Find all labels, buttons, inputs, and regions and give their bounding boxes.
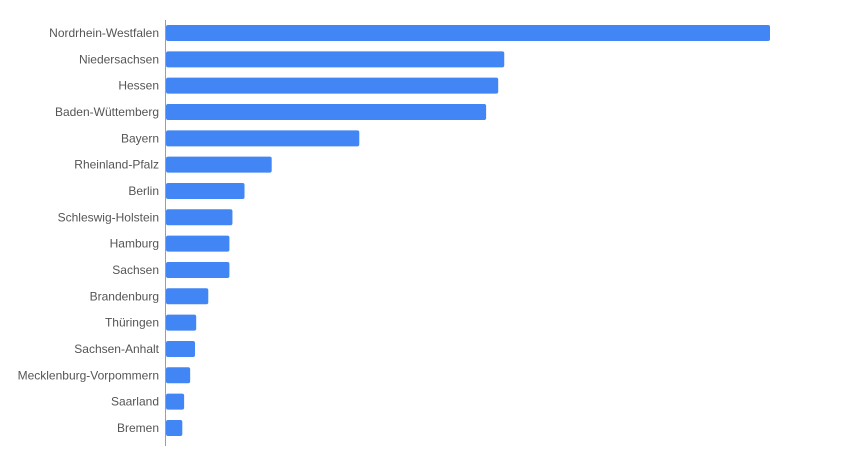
bar-12 xyxy=(166,340,195,357)
bar-7 xyxy=(166,209,233,226)
category-label-11: Thüringen xyxy=(105,316,159,330)
category-label-12: Sachsen-Anhalt xyxy=(74,342,159,356)
bar-9 xyxy=(166,261,230,278)
bar-11 xyxy=(166,314,197,331)
category-label-2: Hessen xyxy=(118,79,159,93)
bar-6 xyxy=(166,182,245,199)
category-label-0: Nordrhein-Westfalen xyxy=(49,26,159,40)
category-label-14: Saarland xyxy=(111,395,159,409)
bar-8 xyxy=(166,235,230,252)
category-label-15: Bremen xyxy=(117,421,159,435)
bar-2 xyxy=(166,77,499,94)
category-label-4: Bayern xyxy=(121,131,159,145)
bar-13 xyxy=(166,367,191,384)
category-label-5: Rheinland-Pfalz xyxy=(74,158,159,172)
category-label-1: Niedersachsen xyxy=(79,52,159,66)
bars-group xyxy=(166,25,770,436)
bar-10 xyxy=(166,288,209,305)
category-label-9: Sachsen xyxy=(112,263,159,277)
category-label-6: Berlin xyxy=(128,184,159,198)
bar-5 xyxy=(166,156,272,173)
category-label-8: Hamburg xyxy=(110,237,159,251)
category-labels-group: Nordrhein-Westfalen Niedersachsen Hessen Ba… xyxy=(18,26,160,435)
bar-4 xyxy=(166,130,360,147)
bar-0 xyxy=(166,25,770,41)
bar-3 xyxy=(166,103,487,120)
category-label-13: Mecklenburg-Vorpommern xyxy=(18,368,159,382)
category-label-3: Baden-Wüttemberg xyxy=(55,105,159,119)
category-label-10: Brandenburg xyxy=(90,289,159,303)
bar-14 xyxy=(166,393,185,410)
category-label-7: Schleswig-Holstein xyxy=(58,210,159,224)
bar-15 xyxy=(166,419,183,436)
bar-1 xyxy=(166,51,505,68)
